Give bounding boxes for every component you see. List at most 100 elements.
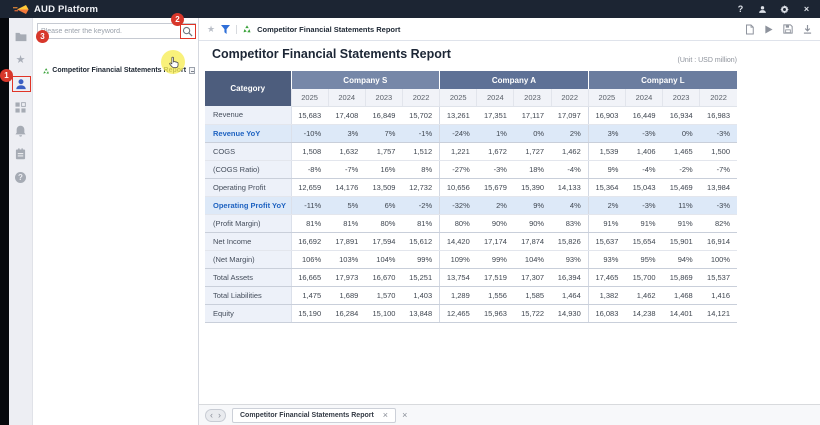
table-row: (Profit Margin)81%81%80%81%80%90%90%83%9… [205, 214, 737, 232]
value-cell: 14,420 [440, 232, 477, 250]
value-cell: 17,519 [477, 268, 514, 286]
value-cell: 0% [514, 124, 551, 142]
favorite-star-icon[interactable]: ★ [207, 25, 215, 34]
main-content: ★ Competitor Financial Statements Report… [199, 18, 820, 425]
sidebar-help-icon[interactable]: ? [9, 166, 32, 190]
year-header: 2022 [700, 89, 737, 106]
value-cell: 12,465 [440, 304, 477, 322]
company-header: Company A [440, 71, 589, 89]
search-input[interactable] [38, 28, 179, 35]
value-cell: -2% [663, 160, 700, 178]
value-cell: 94% [663, 250, 700, 268]
value-cell: 14,238 [625, 304, 662, 322]
value-cell: 15,963 [477, 304, 514, 322]
value-cell: 15,702 [402, 106, 439, 124]
value-cell: -3% [700, 124, 737, 142]
value-cell: -3% [625, 196, 662, 214]
value-cell: 8% [402, 160, 439, 178]
document-tab-label: Competitor Financial Statements Report [240, 412, 374, 419]
value-cell: 109% [440, 250, 477, 268]
sidebar-bell-icon[interactable] [9, 119, 32, 143]
value-cell: 14,930 [551, 304, 588, 322]
value-cell: 15,700 [625, 268, 662, 286]
financial-statements-table: CategoryCompany SCompany ACompany L20252… [205, 71, 737, 323]
value-cell: 2% [551, 124, 588, 142]
value-cell: -7% [328, 160, 365, 178]
value-cell: 1,757 [365, 142, 402, 160]
bottom-tabbar: ‹ › Competitor Financial Statements Repo… [199, 404, 820, 425]
window-edge [0, 18, 9, 425]
filter-icon[interactable] [221, 25, 230, 34]
company-header: Company S [291, 71, 440, 89]
value-cell: 1,462 [551, 142, 588, 160]
separator [236, 25, 237, 34]
value-cell: 9% [514, 196, 551, 214]
value-cell: 104% [365, 250, 402, 268]
value-cell: 1% [477, 124, 514, 142]
row-label: Revenue [205, 106, 291, 124]
value-cell: 17,097 [551, 106, 588, 124]
row-label: Revenue YoY [205, 124, 291, 142]
value-cell: 100% [700, 250, 737, 268]
value-cell: 17,117 [514, 106, 551, 124]
document-icon[interactable] [745, 24, 754, 35]
close-all-tabs-button[interactable]: × [402, 411, 407, 420]
value-cell: 1,406 [625, 142, 662, 160]
row-label: Net Income [205, 232, 291, 250]
sidebar-star-icon[interactable]: ★ [9, 49, 32, 73]
value-cell: 1,468 [663, 286, 700, 304]
value-cell: -2% [402, 196, 439, 214]
value-cell: 17,174 [477, 232, 514, 250]
value-cell: 15,251 [402, 268, 439, 286]
value-cell: 16,670 [365, 268, 402, 286]
value-cell: 15,637 [588, 232, 625, 250]
tab-close-button[interactable]: × [383, 411, 388, 420]
sidebar-folder-icon[interactable] [9, 25, 32, 49]
sidebar-schedule-icon[interactable] [9, 143, 32, 167]
value-cell: -1% [402, 124, 439, 142]
sidebar-modules-icon[interactable] [9, 96, 32, 120]
value-cell: -7% [700, 160, 737, 178]
value-cell: 16,849 [365, 106, 402, 124]
value-cell: 1,221 [440, 142, 477, 160]
value-cell: 80% [365, 214, 402, 232]
tab-next-button[interactable]: › [218, 411, 221, 420]
row-label: (Profit Margin) [205, 214, 291, 232]
download-icon[interactable] [803, 25, 812, 34]
value-cell: 15,654 [625, 232, 662, 250]
value-cell: 15,612 [402, 232, 439, 250]
tab-prev-button[interactable]: ‹ [210, 411, 213, 420]
window-close-button[interactable]: × [801, 4, 812, 15]
value-cell: 95% [625, 250, 662, 268]
value-cell: 1,475 [291, 286, 328, 304]
tree-node-report[interactable]: Competitor Financial Statements Report [43, 63, 195, 78]
year-header: 2022 [402, 89, 439, 106]
run-icon[interactable] [764, 25, 773, 34]
search-button[interactable] [179, 24, 195, 38]
help-button[interactable]: ? [735, 4, 746, 15]
export-icon[interactable] [783, 24, 793, 34]
value-cell: -4% [551, 160, 588, 178]
user-icon[interactable] [757, 4, 768, 15]
value-cell: -32% [440, 196, 477, 214]
value-cell: 16,692 [291, 232, 328, 250]
value-cell: 17,594 [365, 232, 402, 250]
value-cell: -11% [291, 196, 328, 214]
sidebar-user-icon[interactable] [9, 72, 32, 96]
value-cell: 99% [402, 250, 439, 268]
value-cell: 16,914 [700, 232, 737, 250]
value-cell: 12,659 [291, 178, 328, 196]
report-icon [43, 67, 49, 75]
value-cell: 0% [663, 124, 700, 142]
value-cell: 17,351 [477, 106, 514, 124]
value-cell: 16,083 [588, 304, 625, 322]
gear-icon[interactable] [779, 4, 790, 15]
value-cell: -27% [440, 160, 477, 178]
document-tab[interactable]: Competitor Financial Statements Report × [232, 408, 396, 423]
value-cell: 6% [365, 196, 402, 214]
tree-node-checkbox[interactable] [189, 67, 195, 74]
row-label: Equity [205, 304, 291, 322]
year-header: 2024 [625, 89, 662, 106]
value-cell: 81% [402, 214, 439, 232]
value-cell: 81% [328, 214, 365, 232]
